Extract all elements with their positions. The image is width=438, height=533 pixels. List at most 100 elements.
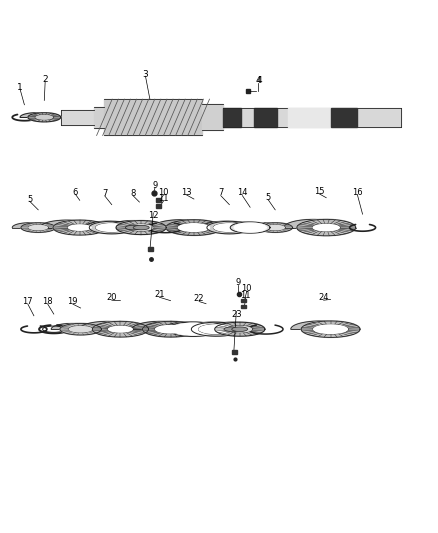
Ellipse shape <box>95 223 128 232</box>
Text: 23: 23 <box>231 310 242 319</box>
Polygon shape <box>207 221 252 234</box>
Polygon shape <box>167 322 219 336</box>
Polygon shape <box>60 324 101 335</box>
Ellipse shape <box>178 223 210 232</box>
Text: 22: 22 <box>194 294 205 303</box>
Polygon shape <box>79 321 148 329</box>
Polygon shape <box>202 104 223 130</box>
Polygon shape <box>94 107 104 128</box>
Polygon shape <box>53 220 106 235</box>
Ellipse shape <box>232 327 248 332</box>
Text: 12: 12 <box>148 211 159 220</box>
Text: 20: 20 <box>106 293 117 302</box>
Polygon shape <box>234 223 266 232</box>
Ellipse shape <box>69 326 93 333</box>
Polygon shape <box>28 112 61 122</box>
Text: 13: 13 <box>181 188 191 197</box>
Text: 10: 10 <box>159 188 169 197</box>
Text: 11: 11 <box>159 193 169 203</box>
Text: 18: 18 <box>42 297 53 306</box>
Ellipse shape <box>35 115 53 120</box>
Polygon shape <box>21 223 56 232</box>
Polygon shape <box>104 99 202 135</box>
Polygon shape <box>215 322 265 336</box>
Polygon shape <box>284 220 356 228</box>
Text: 17: 17 <box>22 297 33 306</box>
Polygon shape <box>61 109 94 125</box>
Polygon shape <box>301 321 360 337</box>
Polygon shape <box>226 222 270 228</box>
Text: 2: 2 <box>42 75 48 84</box>
Text: 21: 21 <box>154 290 165 299</box>
Polygon shape <box>332 108 357 127</box>
Bar <box>240 304 246 309</box>
Polygon shape <box>163 322 219 329</box>
Text: 6: 6 <box>73 188 78 197</box>
Polygon shape <box>202 221 252 228</box>
Text: 9: 9 <box>152 181 158 190</box>
Polygon shape <box>20 112 61 117</box>
Ellipse shape <box>198 324 234 334</box>
Polygon shape <box>166 220 222 236</box>
Text: 24: 24 <box>318 293 329 302</box>
Ellipse shape <box>265 225 285 230</box>
Polygon shape <box>191 322 241 336</box>
Bar <box>148 247 153 252</box>
Bar <box>240 298 246 302</box>
Text: 15: 15 <box>314 187 325 196</box>
Polygon shape <box>142 321 199 337</box>
Text: 5: 5 <box>266 193 271 202</box>
Ellipse shape <box>224 327 240 332</box>
Text: 14: 14 <box>237 189 247 198</box>
Text: 7: 7 <box>218 189 223 198</box>
Polygon shape <box>108 221 166 228</box>
Bar <box>156 204 161 208</box>
Polygon shape <box>230 222 270 233</box>
Ellipse shape <box>312 224 340 231</box>
Polygon shape <box>258 223 293 232</box>
Polygon shape <box>291 321 360 329</box>
Text: 5: 5 <box>27 195 32 204</box>
Ellipse shape <box>155 325 186 334</box>
Text: 4: 4 <box>256 76 262 85</box>
Ellipse shape <box>213 223 246 232</box>
Polygon shape <box>40 220 106 228</box>
Polygon shape <box>89 221 134 234</box>
Polygon shape <box>92 321 148 337</box>
Bar <box>156 198 161 201</box>
Ellipse shape <box>129 224 154 231</box>
Polygon shape <box>223 108 401 127</box>
Text: 19: 19 <box>67 297 78 306</box>
Text: 9: 9 <box>235 278 240 287</box>
Polygon shape <box>172 323 214 335</box>
Ellipse shape <box>125 225 141 230</box>
Ellipse shape <box>108 326 133 333</box>
Ellipse shape <box>28 225 48 230</box>
Ellipse shape <box>313 324 348 334</box>
Text: 3: 3 <box>143 70 148 78</box>
Text: 16: 16 <box>352 188 363 197</box>
Polygon shape <box>51 324 101 329</box>
Text: 7: 7 <box>102 189 107 198</box>
Polygon shape <box>223 108 240 127</box>
Polygon shape <box>186 322 241 329</box>
Polygon shape <box>254 108 277 127</box>
Ellipse shape <box>133 225 149 230</box>
Bar <box>232 350 237 354</box>
Polygon shape <box>12 223 56 228</box>
Ellipse shape <box>68 224 92 231</box>
Text: 11: 11 <box>240 290 251 300</box>
Text: 10: 10 <box>241 285 252 294</box>
Polygon shape <box>207 322 265 329</box>
Polygon shape <box>153 220 222 228</box>
Polygon shape <box>249 223 293 228</box>
Polygon shape <box>116 221 166 235</box>
Text: 1: 1 <box>17 83 23 92</box>
Polygon shape <box>132 321 199 329</box>
Polygon shape <box>297 220 356 236</box>
Polygon shape <box>84 221 134 228</box>
Text: 4: 4 <box>255 76 261 85</box>
Text: 8: 8 <box>131 189 136 198</box>
Polygon shape <box>288 108 332 127</box>
Ellipse shape <box>227 326 252 333</box>
